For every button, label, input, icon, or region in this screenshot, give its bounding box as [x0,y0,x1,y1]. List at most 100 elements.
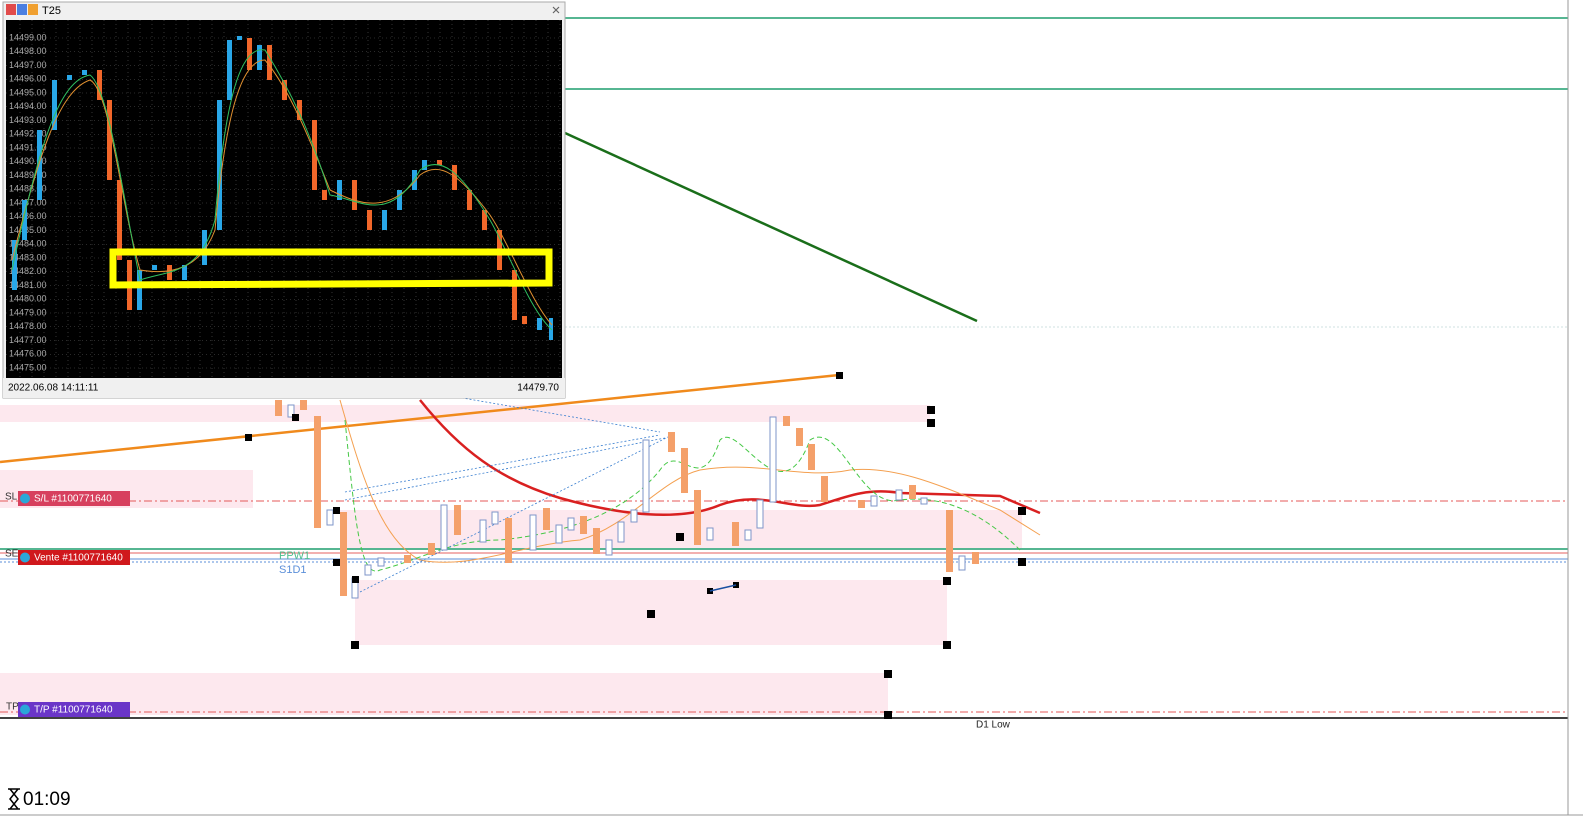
price-label: 14491.00 [9,142,47,152]
shape [593,528,600,554]
shape [67,75,72,80]
curve [299,369,671,593]
shape [543,508,550,530]
shape [312,120,317,190]
shape [12,240,17,290]
shape [744,529,752,541]
shape [22,200,27,240]
shape [292,414,299,421]
window-last-price: 14479.70 [517,383,559,394]
shape [3,378,565,398]
price-label: 14490.00 [9,156,47,166]
shape [927,419,935,427]
shape [257,45,262,70]
shape [732,522,739,546]
order-tag-text[interactable]: Vente #1100771640 [34,553,123,564]
shape [182,265,187,280]
shape [397,190,402,210]
shape [505,518,512,563]
shape [895,489,903,501]
shape [920,497,928,505]
price-label: 14483.00 [9,252,47,262]
curve [11,49,553,331]
shape [247,38,252,70]
shape [972,552,979,564]
curve [109,248,553,289]
shape [227,40,232,100]
close-button[interactable] [552,6,560,14]
curve [419,399,1041,517]
shape [668,432,675,452]
line [564,131,978,323]
timer: 01:09 [8,788,71,810]
order-tag-text[interactable]: S/L #1100771640 [34,494,112,505]
shape [17,4,27,15]
shape [333,559,340,566]
window-timestamp: 2022.06.08 14:11:11 [8,383,99,394]
shape [137,270,142,310]
price-label: 14478.00 [9,321,47,331]
chart-window: T25 14499.00 14498.00 14497.00 14496.00 1449… [2,1,566,399]
shape [946,510,953,572]
shape [479,519,487,543]
line [709,584,737,592]
shape [6,4,16,15]
window-title: T25 [42,5,61,17]
shape [870,495,878,507]
shape [107,100,112,180]
shape [337,180,342,200]
shape [440,504,448,551]
shape [706,527,714,541]
level-label: D1 Low [976,720,1011,731]
price-label: 14499.00 [9,32,47,42]
shape [836,372,843,379]
shape [537,318,542,330]
shape [82,70,87,75]
shape [422,160,427,170]
shape [428,543,435,555]
order-line-label: TP [6,702,19,713]
timer-text: 01:09 [23,789,71,810]
shape [808,444,815,470]
shape [367,210,372,230]
price-label: 14481.00 [9,280,47,290]
price-label: 14489.00 [9,170,47,180]
shape [943,577,951,585]
order-tag[interactable] [18,550,130,565]
circle [20,552,30,563]
shape [352,576,359,583]
price-label: 14476.00 [9,349,47,359]
price-label: 14477.00 [9,335,47,345]
order-lines: SL S/L #1100771640 SE Vente #1100771640 … [5,491,1011,731]
shape [452,165,457,190]
price-label: 14497.00 [9,60,47,70]
shape [382,210,387,230]
shape [267,45,272,80]
order-tag-text[interactable]: T/P #1100771640 [34,705,113,716]
shape [326,509,334,526]
shape [529,514,537,551]
shape [351,641,359,649]
shape [512,270,517,320]
shape [676,533,684,541]
order-tag[interactable] [18,702,130,717]
order-tag[interactable] [18,491,130,506]
shape [202,230,207,265]
shape [858,500,865,508]
shape [217,100,222,230]
shape [580,516,587,534]
shape [647,610,655,618]
shape [37,130,42,200]
shape [52,80,57,130]
shape [642,439,650,513]
shape [617,521,625,543]
shape [796,428,803,446]
shape [943,641,951,649]
shape [567,517,575,531]
shape [482,210,487,230]
shape [300,400,307,410]
order-line-label: SL [5,492,18,503]
price-label: 14493.00 [9,115,47,125]
